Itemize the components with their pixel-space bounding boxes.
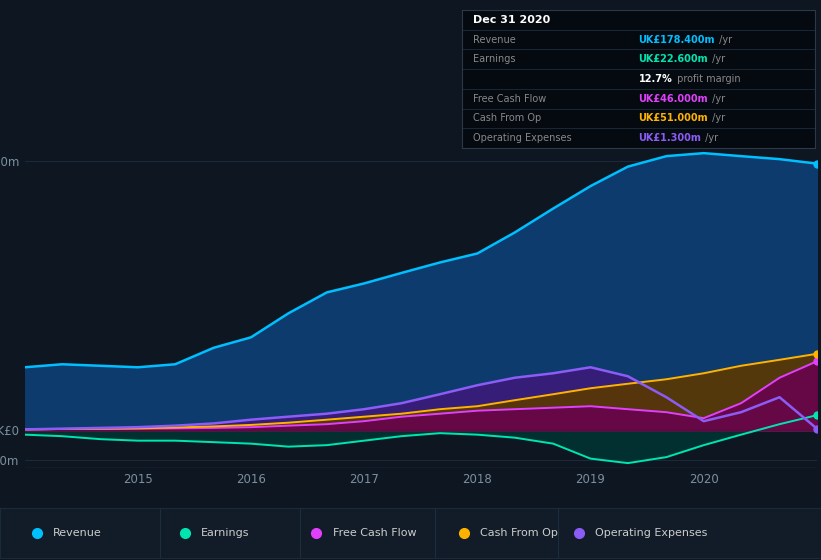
Text: UK£46.000m: UK£46.000m: [639, 94, 709, 104]
Text: Earnings: Earnings: [201, 528, 250, 538]
Text: UK£1.300m: UK£1.300m: [639, 133, 701, 143]
Text: Free Cash Flow: Free Cash Flow: [473, 94, 546, 104]
Text: Dec 31 2020: Dec 31 2020: [473, 15, 550, 25]
Text: profit margin: profit margin: [674, 74, 741, 84]
Text: UK£178.400m: UK£178.400m: [639, 35, 715, 45]
Text: 12.7%: 12.7%: [639, 74, 672, 84]
Text: /yr: /yr: [702, 133, 718, 143]
Text: Free Cash Flow: Free Cash Flow: [333, 528, 416, 538]
Text: Revenue: Revenue: [53, 528, 102, 538]
Text: Operating Expenses: Operating Expenses: [473, 133, 571, 143]
Text: /yr: /yr: [709, 94, 725, 104]
Text: Cash From Op: Cash From Op: [473, 114, 541, 123]
Text: /yr: /yr: [709, 54, 725, 64]
Text: Cash From Op: Cash From Op: [480, 528, 558, 538]
Text: Revenue: Revenue: [473, 35, 516, 45]
Text: /yr: /yr: [716, 35, 732, 45]
Text: Earnings: Earnings: [473, 54, 515, 64]
Text: UK£22.600m: UK£22.600m: [639, 54, 709, 64]
Text: Operating Expenses: Operating Expenses: [595, 528, 708, 538]
Text: UK£51.000m: UK£51.000m: [639, 114, 709, 123]
Text: /yr: /yr: [709, 114, 725, 123]
